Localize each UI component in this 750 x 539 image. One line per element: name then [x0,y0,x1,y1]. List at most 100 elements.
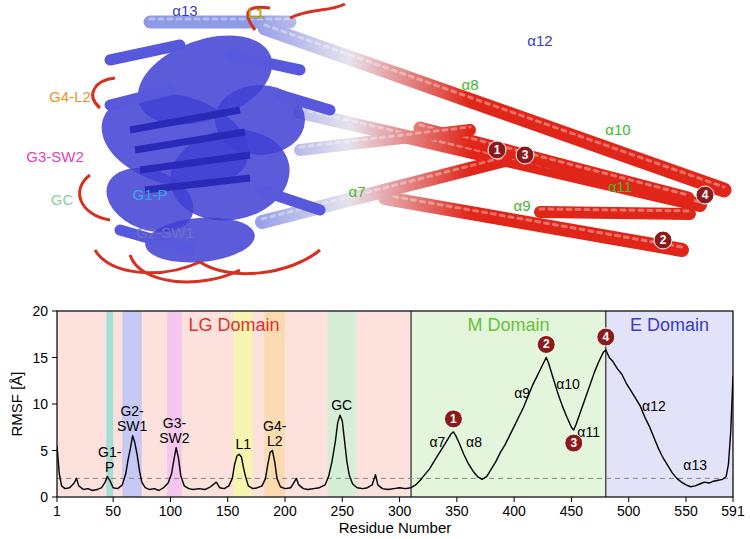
x-tick-label: 200 [273,503,297,519]
y-tick-label: 10 [32,396,48,412]
x-tick [456,497,457,502]
region-label: L2 [267,433,283,449]
peak-marker-label: 4 [602,330,609,344]
x-tick [170,497,171,502]
structure-marker [696,186,714,204]
sheet [130,110,240,130]
peak-marker [565,434,583,452]
structure-label: GC [51,191,74,208]
structure-marker-label: 4 [702,188,709,202]
x-tick-label: 350 [445,503,469,519]
region-label: G2- [120,403,144,419]
helix-shine [300,127,470,147]
x-tick [399,497,400,502]
structure-label: α12 [527,32,552,49]
structure-label: G1-P [132,186,167,203]
helix [385,198,682,250]
short-helix [110,90,170,105]
helix-shine [262,157,505,219]
annotation: α9 [514,385,530,401]
annotation: α8 [466,434,482,450]
loop [290,4,345,18]
x-tick-label: 300 [388,503,412,519]
x-tick-label: 250 [331,503,355,519]
x-tick [113,497,114,502]
x-tick [571,497,572,502]
x-tick-label: 400 [502,503,526,519]
short-helix [230,55,300,70]
annotation: α13 [683,457,707,473]
helix-shine [300,109,700,202]
x-tick [342,497,343,502]
x-tick-label: 550 [674,503,698,519]
x-tick-label: 50 [105,503,121,519]
rmsf-chart: 1501001502002503003504004505005505910510… [8,303,745,536]
structure-marker-label: 2 [660,233,667,247]
y-tick [52,311,57,312]
y-tick-label: 20 [32,303,48,319]
region-label: GC [331,397,352,413]
loop [93,78,115,108]
reference-line [57,478,733,479]
x-tick [285,497,286,502]
sheet [135,132,245,150]
structure-label: G2-SW1 [136,224,194,241]
y-tick [52,404,57,405]
x-tick [628,497,629,502]
annotation: α12 [642,398,666,414]
structure-label: α13 [172,2,197,19]
structure-marker-label: 1 [494,143,501,157]
sheet [140,155,250,170]
x-tick [57,497,58,502]
structure-label: G3-SW2 [26,148,84,165]
figure: α13 L1 α12 α8 α10 α7 α9 α11 G4-L2 G3-SW2 GC G1-P G2-… [0,0,750,539]
region-label: G1- [98,444,122,460]
structure-marker-label: 3 [522,148,529,162]
helix [262,160,505,222]
y-tick [52,450,57,451]
annotation: α7 [429,434,445,450]
region-label: G3- [163,415,187,431]
peak-marker-label: 1 [450,412,457,426]
region-label: SW1 [117,418,148,434]
y-tick-label: 0 [40,489,48,505]
helix-shine [540,209,690,211]
region-label: G4- [263,418,287,434]
structure-marker [488,141,506,159]
x-axis-title: Residue Number [339,519,452,536]
short-helix [110,45,180,60]
helix [300,130,470,150]
helix-shine [150,18,290,21]
structure-label: α9 [513,197,530,214]
loop [130,255,240,282]
x-tick-label: 591 [721,503,745,519]
domain-label: M Domain [467,315,549,335]
domain-divider [411,311,412,497]
domain-band [411,311,606,497]
plot-frame [57,311,733,497]
region-label: SW2 [159,430,190,446]
x-tick [227,497,228,502]
x-tick-label: 500 [617,503,641,519]
x-tick [733,497,734,502]
structure-label: L1 [248,4,265,21]
x-tick-label: 100 [159,503,183,519]
peak-marker [597,328,615,346]
structure-cartoon [80,4,724,282]
structure-marker [516,146,534,164]
peak-marker-label: 3 [570,436,577,450]
x-tick-label: 1 [53,503,61,519]
y-tick [52,357,57,358]
region-label: L1 [235,436,251,452]
helix-shine [385,195,682,247]
domain-label: E Domain [630,315,709,335]
annotation: α10 [556,376,580,392]
helix [300,112,700,205]
short-helix [280,95,330,110]
structure-label: α8 [461,76,478,93]
x-tick-label: 450 [560,503,584,519]
structure-label: G4-L2 [49,88,91,105]
y-axis-title: RMSF [Å] [8,371,25,436]
peak-marker [444,410,462,428]
structure-label: α11 [608,178,632,195]
